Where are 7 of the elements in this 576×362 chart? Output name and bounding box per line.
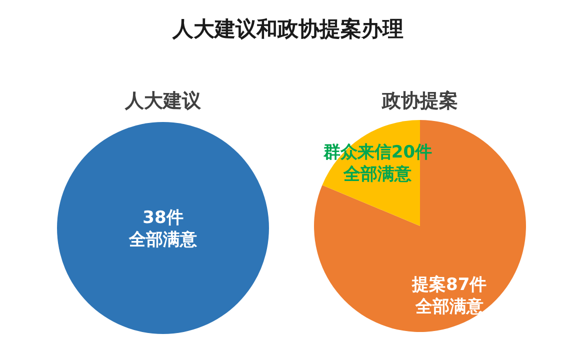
chart-title: 政协提案 (381, 90, 458, 112)
data-label: 提案87件全部满意 (411, 274, 487, 318)
pie-slice (314, 120, 526, 332)
chart-title: 人大建议和政协提案办理 (172, 17, 404, 41)
data-label: 群众来信20件全部满意 (322, 142, 432, 184)
data-label: 38件全部满意 (128, 208, 198, 250)
chart-subtitle: 人大建议 (124, 90, 202, 112)
